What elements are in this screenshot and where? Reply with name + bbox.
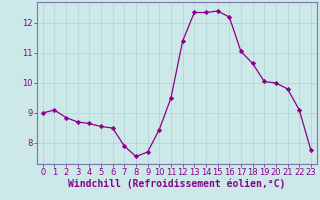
X-axis label: Windchill (Refroidissement éolien,°C): Windchill (Refroidissement éolien,°C) xyxy=(68,179,285,189)
